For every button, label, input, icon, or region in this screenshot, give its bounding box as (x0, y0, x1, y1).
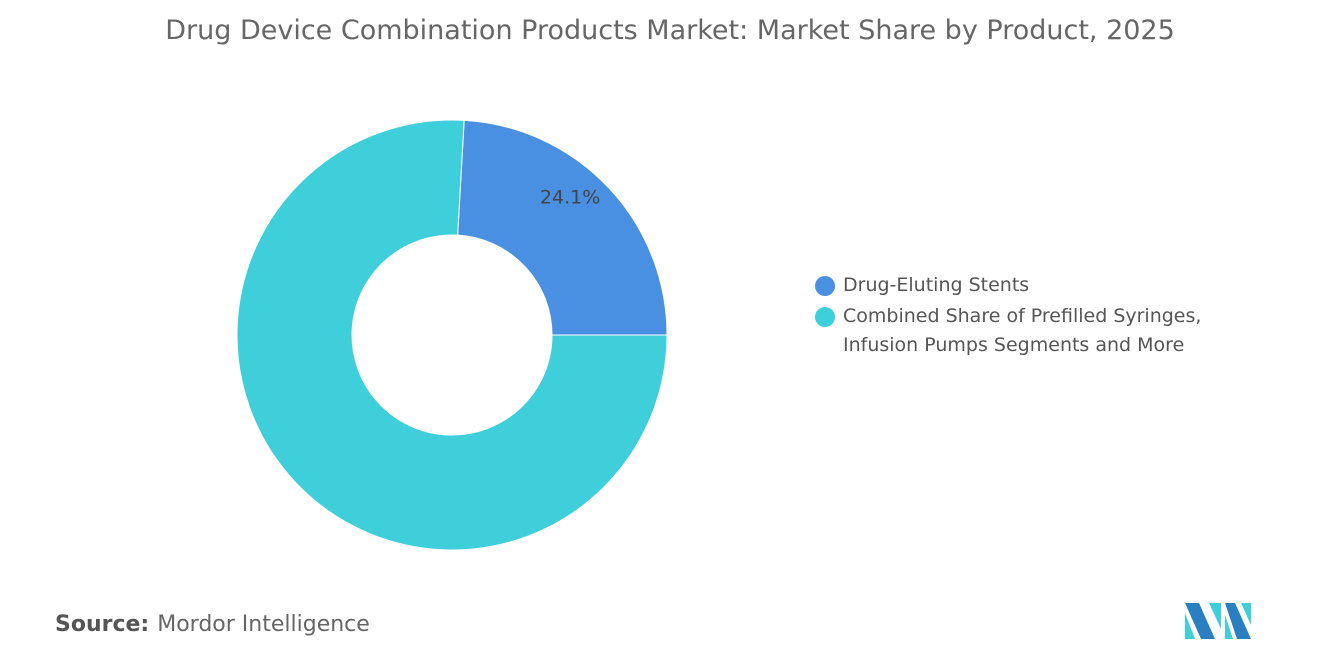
source-value: Mordor Intelligence (157, 612, 370, 637)
donut-slice-1[interactable] (236, 119, 668, 551)
legend-item-combined-share[interactable]: Combined Share of Prefilled Syringes, In… (815, 302, 1233, 360)
legend-label: Drug-Eluting Stents (843, 274, 1030, 296)
legend-item-drug-eluting-stents[interactable]: Drug-Eluting Stents (815, 271, 1233, 300)
donut-slice-0[interactable] (457, 119, 668, 336)
legend: Drug-Eluting Stents Combined Share of Pr… (815, 271, 1233, 362)
legend-swatch (815, 276, 835, 296)
mordor-intelligence-logo (1185, 603, 1251, 639)
legend-label: Combined Share of Prefilled Syringes, In… (843, 305, 1202, 356)
data-label: 24.1% (540, 186, 600, 208)
source-note: Source: Mordor Intelligence (55, 612, 370, 637)
chart-title: Drug Device Combination Products Market:… (165, 15, 1175, 46)
legend-swatch (815, 307, 835, 327)
source-label: Source: (55, 612, 150, 637)
